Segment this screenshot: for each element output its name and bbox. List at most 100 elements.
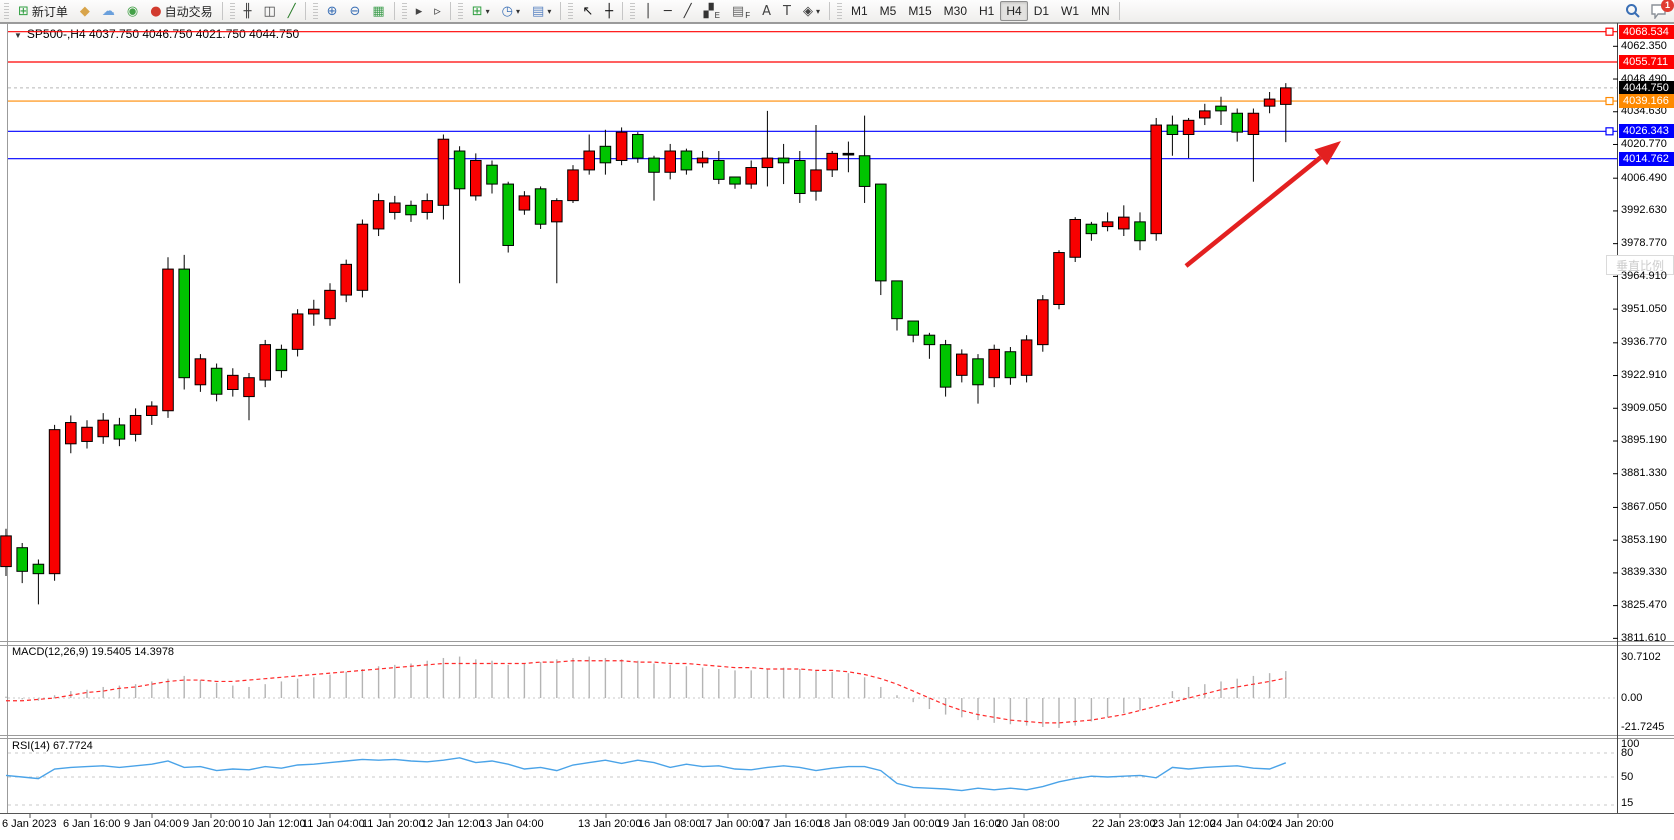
- time-axis-label: 24 Jan 20:00: [1270, 818, 1334, 830]
- vertical-line-button[interactable]: │: [638, 1, 658, 21]
- toolbar-separator: [221, 2, 223, 20]
- timeframe-h1-label: H1: [979, 4, 995, 18]
- arrows-button[interactable]: ◈ ▾: [797, 1, 826, 21]
- price-tick-label: 3895.190: [1621, 434, 1667, 447]
- auto-trading-button[interactable]: ● 自动交易: [144, 1, 218, 21]
- toolbar-grip[interactable]: [312, 3, 318, 19]
- search-icon[interactable]: [1625, 3, 1641, 19]
- price-tick-label: 4006.490: [1621, 171, 1667, 184]
- timeframe-h4[interactable]: H4: [1000, 1, 1028, 21]
- macd-indicator-label: MACD(12,26,9) 19.5405 14.3978: [12, 646, 175, 658]
- toolbar-grip[interactable]: [457, 3, 463, 19]
- timeframe-m30[interactable]: M30: [938, 1, 973, 21]
- new-chart-button[interactable]: ⊞ ▾: [466, 1, 496, 21]
- tile-windows-icon: ▦: [372, 3, 385, 19]
- auto-scroll-button[interactable]: ▸: [410, 1, 429, 21]
- timeframe-m15-label: M15: [908, 4, 932, 18]
- fibonacci-button[interactable]: ▤ F: [726, 1, 756, 21]
- chevron-down-icon: ▾: [547, 6, 552, 16]
- macd-axis-max-label: 30.7102: [1621, 650, 1661, 663]
- price-tick-label: 3853.190: [1621, 533, 1667, 546]
- timeframe-m15[interactable]: M15: [902, 1, 937, 21]
- chevron-down-icon: ▾: [516, 6, 521, 16]
- crosshair-icon: ┼: [605, 3, 614, 19]
- timeframe-m5-label: M5: [879, 4, 897, 18]
- macd-rsi-divider[interactable]: [0, 735, 1674, 736]
- notifications-icon[interactable]: 1: [1651, 0, 1674, 19]
- level-line-handle: [1605, 127, 1614, 136]
- price-tick-label: 3811.610: [1621, 631, 1667, 644]
- timeframe-mn[interactable]: MN: [1085, 1, 1116, 21]
- chart-shift-button[interactable]: ▹: [428, 1, 447, 21]
- chart-title: ▼ SP500-,H4 4037.750 4046.750 4021.750 40…: [14, 27, 299, 41]
- toolbar-separator: [560, 2, 562, 20]
- icon-subscript: E: [714, 11, 720, 20]
- community-button[interactable]: ☁: [96, 1, 121, 21]
- horizontal-line-button[interactable]: ─: [658, 1, 678, 21]
- templates-button[interactable]: ▤ ▾: [526, 1, 557, 21]
- toolbar-separator: [393, 2, 395, 20]
- toolbar-grip[interactable]: [836, 3, 842, 19]
- cursor-button[interactable]: ↖: [576, 1, 599, 21]
- eraser-button[interactable]: ◆: [74, 1, 96, 21]
- level-line-handle: [1605, 27, 1614, 36]
- trendline-button[interactable]: ╱: [678, 1, 698, 21]
- toolbar-separator: [449, 2, 451, 20]
- eraser-icon: ◆: [79, 3, 90, 19]
- timeframe-w1-label: W1: [1061, 4, 1080, 18]
- level-price-badge: 4014.762: [1619, 151, 1674, 166]
- zoom-out-button[interactable]: ⊖: [343, 1, 366, 21]
- toolbar-grip[interactable]: [401, 3, 407, 19]
- auto-scroll-icon: ▸: [415, 3, 423, 19]
- rsi-axis-label: 15: [1621, 797, 1634, 809]
- text-label-icon: T: [783, 3, 791, 19]
- bars-icon: ╫: [243, 3, 252, 19]
- trend-arrow[interactable]: [1184, 141, 1341, 268]
- timeframe-mn-label: MN: [1091, 4, 1110, 18]
- rsi-level-lines: [8, 752, 1617, 806]
- price-tick-label: 3936.770: [1621, 336, 1667, 349]
- broadcast-button[interactable]: ◉: [121, 1, 144, 21]
- timeframe-h1[interactable]: H1: [973, 1, 1000, 21]
- profiles-button[interactable]: ◷ ▾: [496, 1, 526, 21]
- level-price-badge: 4068.534: [1619, 24, 1674, 39]
- toolbar-grip[interactable]: [568, 3, 574, 19]
- bar-chart-button[interactable]: ╫: [238, 1, 258, 21]
- chart-top-border: [0, 23, 1674, 24]
- toolbar-grip[interactable]: [630, 3, 636, 19]
- timeframe-d1[interactable]: D1: [1028, 1, 1055, 21]
- toolbar-grip[interactable]: [4, 3, 9, 19]
- level-lines[interactable]: [8, 27, 1617, 160]
- timeframe-d1-label: D1: [1033, 4, 1050, 18]
- tile-windows-button[interactable]: ▦: [366, 1, 390, 21]
- crosshair-button[interactable]: ┼: [599, 1, 619, 21]
- shapes-icon: ◈: [802, 3, 813, 19]
- toolbar-grip[interactable]: [229, 3, 235, 19]
- timeframe-w1[interactable]: W1: [1055, 1, 1085, 21]
- price-tick-label: 3922.910: [1621, 369, 1667, 382]
- price-axis-line[interactable]: [1617, 23, 1618, 813]
- timeframe-m1[interactable]: M1: [845, 1, 874, 21]
- zoom-in-button[interactable]: ⊕: [321, 1, 344, 21]
- chevron-down-icon[interactable]: ▼: [14, 31, 22, 40]
- rsi-axis-label: 100: [1621, 738, 1640, 750]
- toolbar-separator: [622, 2, 624, 20]
- price-tick-label: 3951.050: [1621, 302, 1667, 315]
- new-order-button[interactable]: ⊞ 新订单: [12, 1, 74, 21]
- equidistant-channel-button[interactable]: ▞ E: [698, 1, 726, 21]
- time-axis-label: 18 Jan 08:00: [818, 818, 882, 830]
- candlestick-chart-button[interactable]: ◫: [257, 1, 281, 21]
- text-icon: A: [762, 3, 771, 19]
- time-axis-label: 9 Jan 20:00: [183, 818, 241, 830]
- line-chart-button[interactable]: ╱: [282, 1, 302, 21]
- text-button[interactable]: A: [756, 1, 777, 21]
- timeframe-m5[interactable]: M5: [874, 1, 903, 21]
- macd-axis-zero-label: 0.00: [1621, 692, 1643, 704]
- text-label-button[interactable]: T: [777, 1, 797, 21]
- main-macd-divider[interactable]: [0, 641, 1674, 642]
- candlesticks: [0, 83, 1292, 605]
- rsi-axis-label: 50: [1621, 771, 1634, 783]
- fibonacci-icon: ▤: [731, 3, 745, 19]
- price-tick-label: 3978.770: [1621, 237, 1667, 250]
